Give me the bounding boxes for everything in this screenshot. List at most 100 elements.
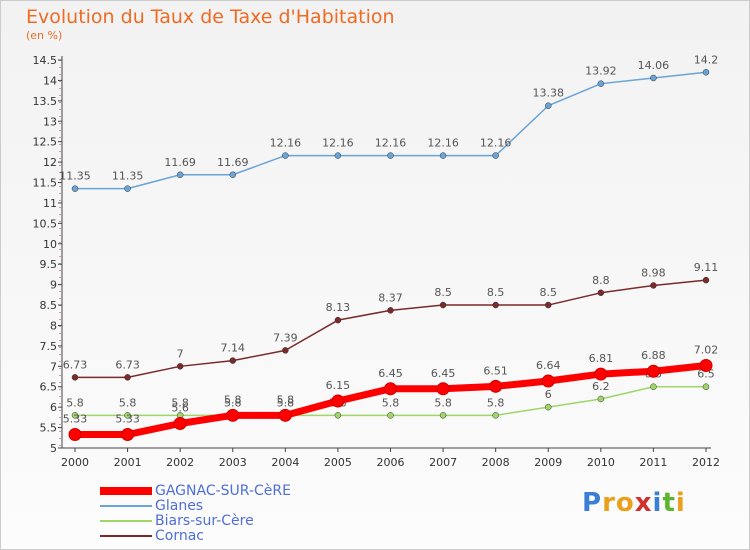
data-point: [229, 171, 236, 179]
data-point: [650, 383, 657, 390]
logo-letter: t: [662, 488, 676, 518]
logo-letter: P: [582, 488, 603, 518]
data-label: 5.8: [119, 396, 137, 409]
data-label: 14.06: [638, 59, 670, 72]
data-point: [439, 412, 447, 419]
data-label: 5.8: [434, 396, 452, 409]
data-label: 5.8: [487, 396, 505, 409]
data-label: 6.5: [697, 368, 715, 381]
logo-letter: i: [675, 488, 686, 518]
data-point: [173, 416, 187, 430]
legend-label: GAGNAC-SUR-CèRE: [155, 483, 291, 499]
data-label: 5.8: [277, 393, 295, 406]
data-point: [597, 80, 605, 87]
data-label: 13.92: [585, 65, 617, 78]
data-label: 7.02: [694, 343, 719, 356]
data-point: [545, 301, 552, 309]
x-tick-label: 2000: [61, 456, 89, 469]
data-label: 6.2: [592, 380, 610, 393]
y-tick-label: 8.5: [40, 299, 58, 312]
y-tick-label: 14.5: [33, 54, 58, 67]
logo-letter: x: [634, 488, 653, 518]
data-label: 6.45: [431, 367, 456, 380]
y-tick-label: 8: [50, 319, 57, 332]
y-tick-label: 7.5: [40, 340, 58, 353]
data-point: [650, 282, 657, 289]
data-label: 6.64: [536, 359, 561, 372]
logo-letter: o: [615, 488, 635, 518]
data-point: [597, 395, 605, 403]
y-tick-label: 12: [43, 156, 57, 169]
x-tick-label: 2001: [114, 456, 142, 469]
x-tick-label: 2004: [271, 456, 299, 469]
data-label: 6.45: [378, 367, 403, 380]
x-tick-label: 2007: [429, 456, 457, 469]
data-point: [334, 316, 342, 324]
data-point: [124, 374, 131, 381]
y-tick-label: 11: [43, 197, 57, 210]
series-line: [75, 71, 707, 190]
data-point: [545, 102, 552, 109]
legend-swatch: [100, 505, 152, 507]
data-label: 8.98: [641, 266, 666, 279]
data-label: 8.37: [378, 291, 403, 304]
data-label: 5.8: [382, 396, 400, 409]
data-label: 6: [545, 388, 552, 401]
legend-label: Cornac: [155, 528, 204, 544]
data-point: [492, 412, 499, 419]
data-label: 5.8: [224, 396, 242, 409]
data-label: 7.14: [221, 342, 246, 355]
y-tick-label: 10.5: [33, 217, 58, 230]
data-point: [489, 379, 503, 393]
logo-letter: i: [652, 488, 663, 518]
x-tick-label: 2003: [219, 456, 247, 469]
data-label: 6.15: [326, 379, 351, 392]
legend-swatch: [100, 487, 152, 495]
x-tick-label: 2009: [534, 456, 562, 469]
data-point: [278, 408, 292, 422]
data-point: [124, 412, 131, 419]
data-point: [436, 382, 450, 396]
data-label: 5.6: [171, 401, 189, 414]
data-label: 7: [177, 347, 184, 360]
data-label: 12.16: [375, 137, 407, 150]
data-point: [702, 69, 710, 76]
data-label: 11.69: [217, 156, 249, 169]
data-point: [229, 357, 236, 364]
series-cornac: 6.73 6.73 7 7.14 7.39 8.13 8.37 8.5 8.5 8.5 8.8 8.9…: [63, 261, 718, 381]
data-label: 11.69: [164, 156, 196, 169]
data-point: [176, 363, 184, 370]
data-point: [282, 347, 289, 354]
data-label: 12.16: [270, 137, 302, 150]
y-tick-label: 13.5: [33, 95, 58, 108]
data-label: 14.2: [694, 53, 719, 66]
x-tick-label: 2010: [587, 456, 615, 469]
data-point: [282, 152, 289, 159]
x-tick-label: 2006: [377, 456, 405, 469]
x-tick-label: 2005: [324, 456, 352, 469]
data-label: 5.33: [63, 413, 88, 426]
data-point: [646, 364, 660, 378]
data-label: 6.73: [63, 358, 88, 371]
data-label: 8.13: [326, 301, 351, 314]
legend-label: Glanes: [155, 498, 204, 514]
x-tick-label: 2012: [692, 456, 720, 469]
data-label: 12.16: [427, 137, 459, 150]
data-point: [492, 301, 499, 309]
y-tick-label: 5: [50, 442, 57, 455]
data-point: [439, 152, 447, 159]
data-point: [121, 428, 135, 442]
data-label: 6.73: [115, 358, 140, 371]
data-point: [331, 394, 345, 408]
data-label: 7.39: [273, 331, 298, 344]
data-point: [334, 152, 342, 159]
data-label: 12.16: [322, 137, 354, 150]
data-point: [334, 412, 342, 419]
y-tick-label: 14: [43, 74, 57, 87]
data-point: [594, 367, 608, 381]
data-label: 5.8: [171, 396, 189, 409]
data-label: 5.8: [277, 396, 295, 409]
data-point: [387, 152, 394, 159]
